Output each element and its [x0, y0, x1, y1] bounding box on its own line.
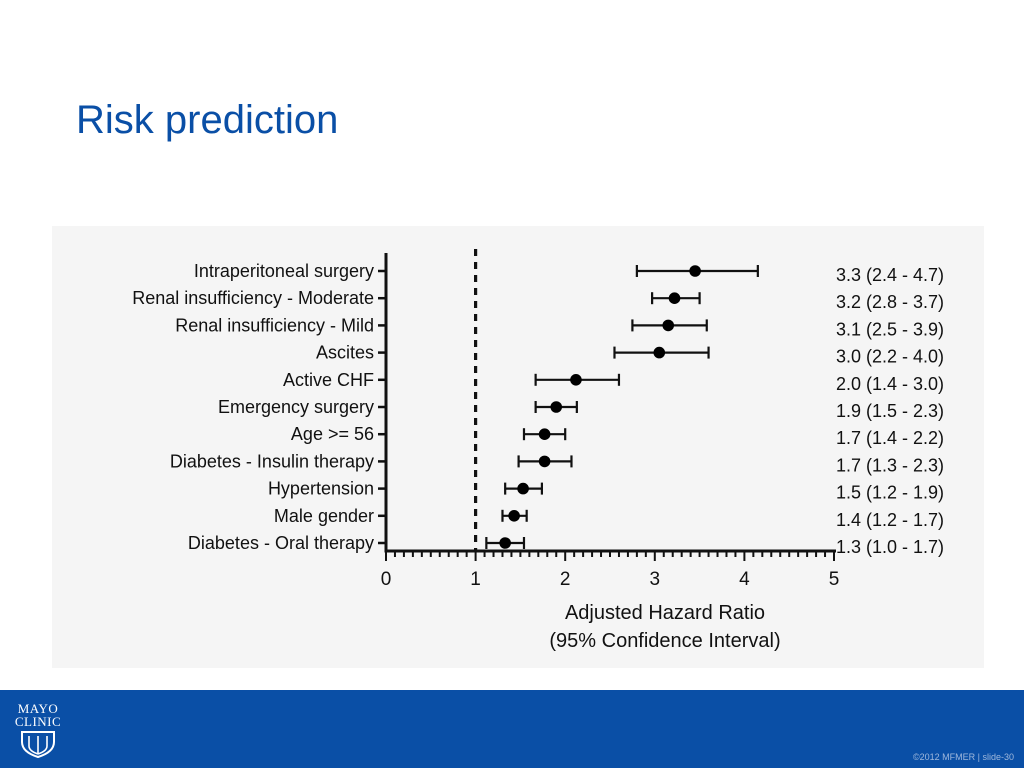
ci-value-text: 1.4 (1.2 - 1.7) — [836, 510, 944, 530]
ci-value-text: 1.9 (1.5 - 2.3) — [836, 401, 944, 421]
ci-value-text: 1.5 (1.2 - 1.9) — [836, 483, 944, 503]
row-label: Renal insufficiency - Moderate — [132, 288, 374, 308]
x-axis-label-line1: Adjusted Hazard Ratio — [565, 602, 765, 624]
x-tick-label: 1 — [470, 569, 481, 590]
hazard-ratio-point — [662, 319, 675, 332]
x-tick-label: 4 — [739, 569, 750, 590]
row-label: Age >= 56 — [291, 424, 374, 444]
row-label: Intraperitoneal surgery — [194, 261, 374, 281]
row-label: Diabetes - Oral therapy — [188, 533, 374, 553]
forest-plot: Intraperitoneal surgery 3.3 (2.4 - 4.7) Re… — [132, 249, 944, 652]
row-label: Ascites — [316, 343, 374, 363]
row-label: Emergency surgery — [218, 397, 374, 417]
hazard-ratio-point — [689, 265, 701, 277]
ci-value-text: 1.3 (1.0 - 1.7) — [836, 537, 944, 557]
x-tick-label: 3 — [650, 569, 661, 590]
footer-copyright: ©2012 MFMER | slide-30 — [912, 752, 1014, 762]
ci-value-text: 1.7 (1.4 - 2.2) — [836, 428, 944, 448]
hazard-ratio-point — [653, 346, 666, 359]
logo-word-clinic: CLINIC — [14, 714, 62, 729]
row-label: Active CHF — [283, 370, 374, 390]
row-label: Male gender — [274, 506, 374, 526]
row-label: Hypertension — [268, 479, 374, 499]
mayo-clinic-logo: MAYO CLINIC — [12, 702, 64, 758]
forest-plot-figure: Intraperitoneal surgery 3.3 (2.4 - 4.7) Re… — [52, 226, 984, 668]
ci-value-text: 3.0 (2.2 - 4.0) — [836, 347, 944, 367]
hazard-ratio-point — [538, 428, 551, 440]
ci-value-text: 2.0 (1.4 - 3.0) — [836, 374, 944, 394]
x-tick-label: 5 — [829, 569, 840, 590]
ci-value-text: 1.7 (1.3 - 2.3) — [836, 455, 944, 475]
x-axis-label-line2: (95% Confidence Interval) — [549, 630, 780, 652]
row-label: Renal insufficiency - Mild — [175, 315, 374, 335]
x-tick-label: 2 — [560, 569, 571, 590]
row-label: Diabetes - Insulin therapy — [170, 451, 374, 471]
hazard-ratio-point — [538, 455, 551, 468]
hazard-ratio-point — [499, 537, 511, 549]
x-tick-label: 0 — [381, 569, 392, 590]
slide-title: Risk prediction — [76, 98, 339, 142]
hazard-ratio-point — [570, 374, 582, 386]
logo-word-mayo: MAYO — [17, 701, 59, 716]
ci-value-text: 3.2 (2.8 - 3.7) — [836, 292, 944, 312]
shield-icon — [21, 731, 55, 758]
hazard-ratio-point — [508, 510, 520, 522]
ci-value-text: 3.3 (2.4 - 4.7) — [836, 265, 944, 285]
hazard-ratio-point — [550, 401, 563, 413]
ci-value-text: 3.1 (2.5 - 3.9) — [836, 319, 944, 339]
hazard-ratio-point — [668, 292, 681, 304]
hazard-ratio-point — [517, 482, 529, 495]
footer-bar: MAYO CLINIC ©2012 MFMER | slide-30 — [0, 690, 1024, 768]
